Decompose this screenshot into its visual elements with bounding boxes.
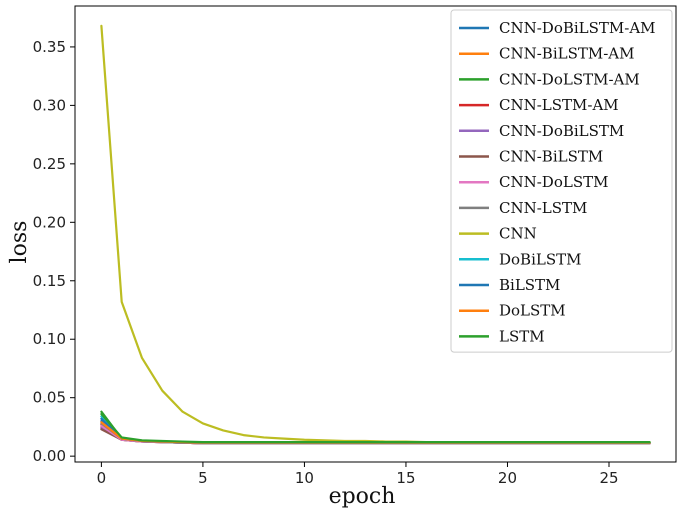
legend-box bbox=[450, 9, 673, 353]
x-tick-label-20: 20 bbox=[498, 469, 517, 487]
legend: CNN-DoBiLSTM-AM CNN-BiLSTM-AM CNN-DoLSTM-A… bbox=[450, 9, 673, 353]
series-layer bbox=[100, 24, 651, 445]
x-tick-label-5: 5 bbox=[198, 469, 208, 487]
y-axis-label: loss bbox=[7, 221, 32, 264]
legend-label-cnn-dolstm-am: CNN-DoLSTM-AM bbox=[499, 70, 640, 88]
legend-label-cnn-bilstm-am: CNN-BiLSTM-AM bbox=[499, 45, 634, 63]
y-tick-label-1: 0.05 bbox=[33, 389, 66, 407]
legend-label-cnn-dolstm: CNN-DoLSTM bbox=[499, 173, 608, 191]
plot-frame bbox=[74, 5, 677, 463]
y-tick-label-5: 0.25 bbox=[33, 155, 66, 173]
x-tick-label-15: 15 bbox=[396, 469, 415, 487]
legend-label-bilstm: BiLSTM bbox=[499, 276, 560, 294]
x-tick-label-25: 25 bbox=[599, 469, 618, 487]
legend-label-cnn-dobilstm: CNN-DoBiLSTM bbox=[499, 122, 624, 140]
legend-label-cnn-lstm: CNN-LSTM bbox=[499, 199, 587, 217]
legend-label-cnn-dobilstm-am: CNN-DoBiLSTM-AM bbox=[499, 19, 656, 37]
legend-label-lstm: LSTM bbox=[499, 327, 545, 345]
y-tick-label-6: 0.30 bbox=[33, 96, 66, 114]
legend-label-cnn-bilstm: CNN-BiLSTM bbox=[499, 148, 603, 166]
y-tick-label-2: 0.10 bbox=[33, 330, 66, 348]
y-tick-label-4: 0.20 bbox=[33, 213, 66, 231]
legend-label-cnn-lstm-am: CNN-LSTM-AM bbox=[499, 96, 619, 114]
x-tick-label-10: 10 bbox=[295, 469, 314, 487]
legend-label-cnn: CNN bbox=[499, 225, 537, 243]
x-axis-label: epoch bbox=[329, 484, 396, 509]
legend-label-dobilstm: DoBiLSTM bbox=[499, 250, 581, 268]
axes-layer: 0 5 10 15 20 25 0.00 0.05 0.10 0.15 0.20 0.25 0.30 0.… bbox=[33, 5, 677, 487]
y-tick-label-7: 0.35 bbox=[33, 38, 66, 56]
series-line-lstm bbox=[100, 412, 651, 444]
legend-label-dolstm: DoLSTM bbox=[499, 302, 566, 320]
y-tick-label-3: 0.15 bbox=[33, 272, 66, 290]
x-tick-label-0: 0 bbox=[97, 469, 107, 487]
y-tick-label-0: 0.00 bbox=[33, 447, 66, 465]
